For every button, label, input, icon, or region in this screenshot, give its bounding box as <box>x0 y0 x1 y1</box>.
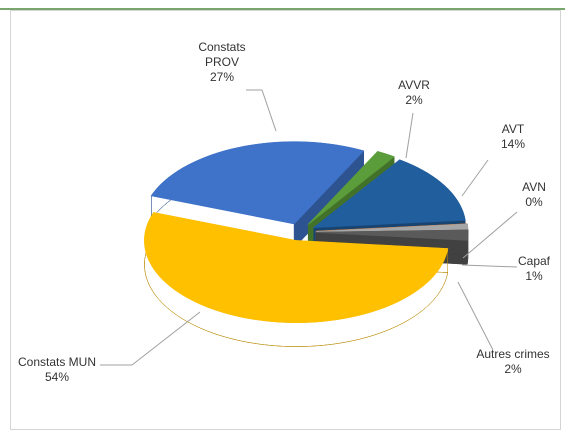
slice-label: Capaf 1% <box>509 254 559 284</box>
category-label: AVN <box>522 180 546 194</box>
leader-line <box>100 311 201 366</box>
slice <box>307 151 395 225</box>
leader-line <box>457 281 494 351</box>
slice-label: Autres crimes 2% <box>463 347 563 377</box>
slice <box>150 141 365 225</box>
value-label: 27% <box>209 70 235 84</box>
leader-lines <box>100 89 518 366</box>
frame <box>10 10 561 430</box>
value-label: 0% <box>525 195 543 209</box>
pie <box>144 141 469 347</box>
leader-line <box>461 159 489 197</box>
category-label: Autres crimes <box>476 347 550 361</box>
slice-label: AVT 14% <box>483 122 543 152</box>
slice-label: AVN 0% <box>509 180 559 210</box>
value-label: 2% <box>405 93 423 107</box>
leader-line <box>405 112 414 159</box>
category-label: AVT <box>501 122 525 136</box>
slice-label: Constats PROV 27% <box>191 40 253 85</box>
value-label: 54% <box>44 370 70 384</box>
leader-line <box>246 89 277 132</box>
category-label: Constats PROV <box>198 40 246 69</box>
leader-line <box>462 211 518 259</box>
category-label: AVVR <box>398 78 430 92</box>
slice <box>144 212 449 323</box>
slice <box>315 229 469 241</box>
slice-label: AVVR 2% <box>384 78 444 108</box>
slice-label: Constats MUN 54% <box>7 355 107 385</box>
value-label: 14% <box>500 137 526 151</box>
value-label: 2% <box>504 362 522 376</box>
category-label: Constats MUN <box>17 355 97 369</box>
category-label: Capaf <box>517 254 551 268</box>
slice <box>315 223 469 232</box>
leader-line <box>461 264 518 268</box>
slice <box>312 159 466 229</box>
value-label: 1% <box>525 269 543 283</box>
